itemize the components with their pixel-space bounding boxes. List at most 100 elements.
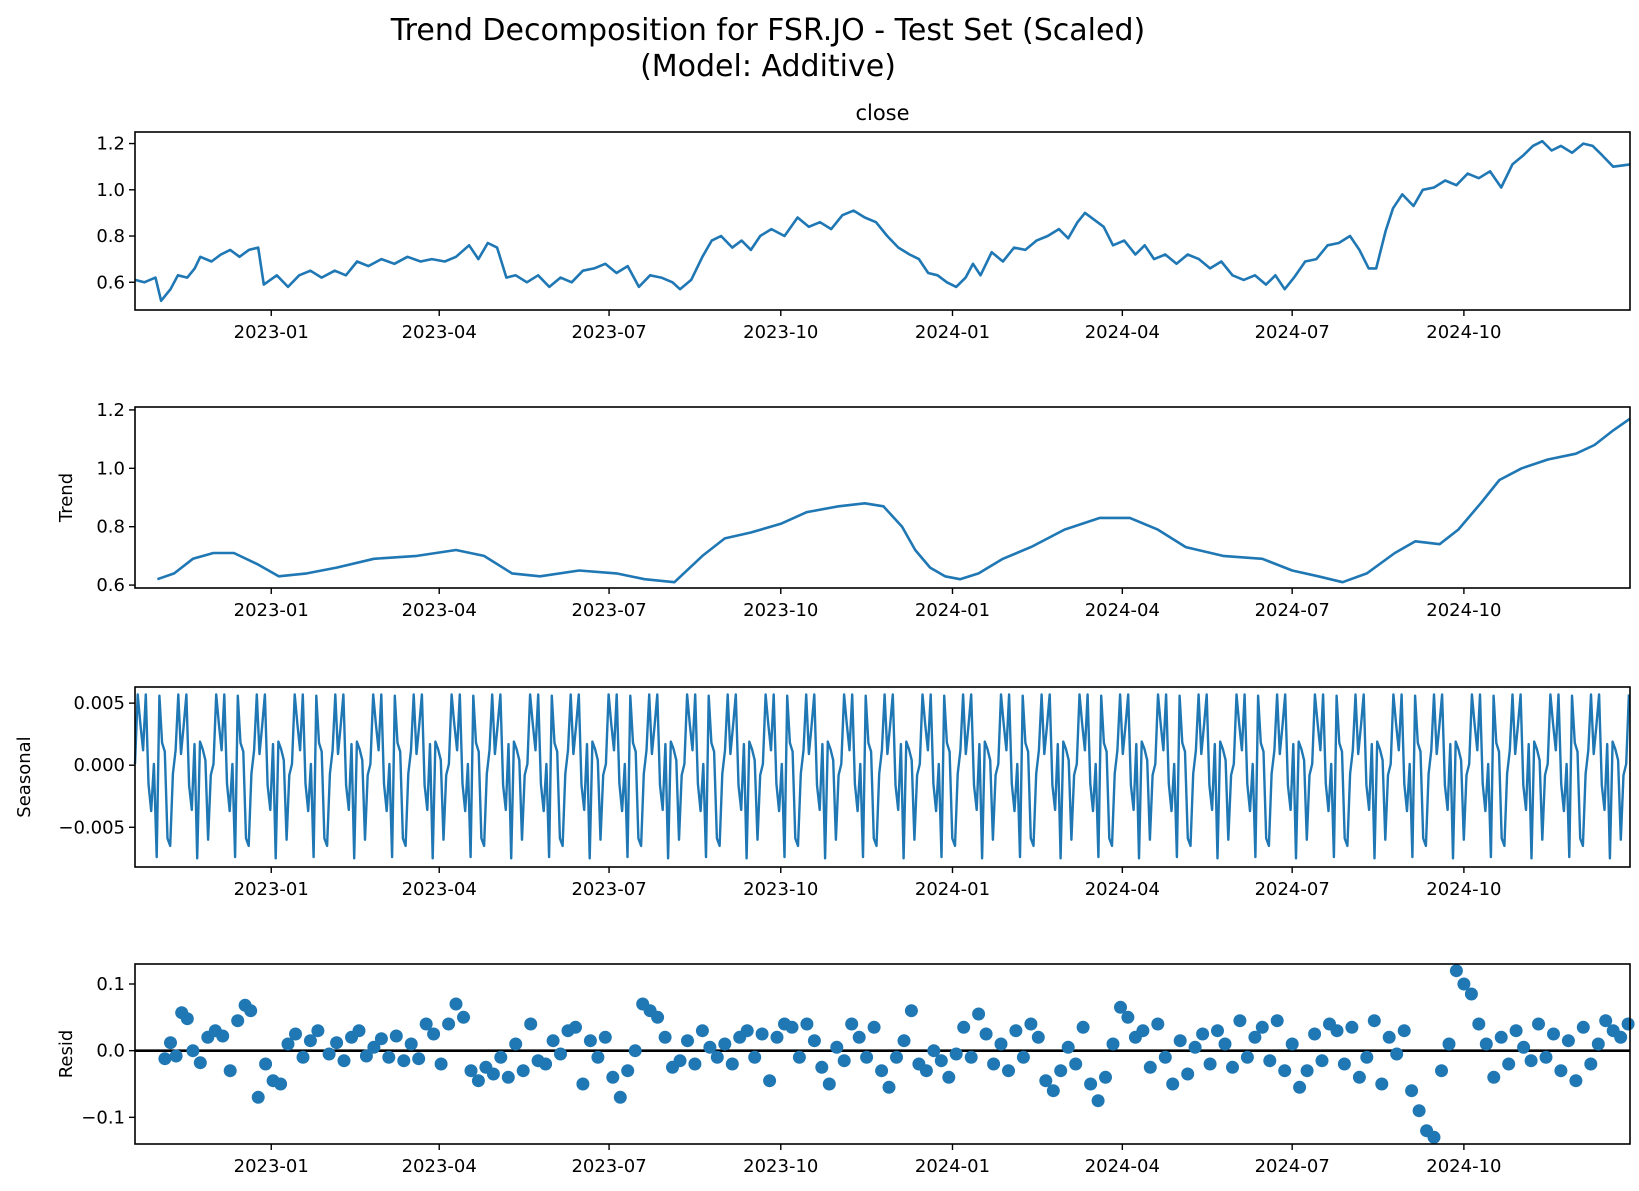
x-tick-label: 2023-10 <box>743 879 818 900</box>
x-tick-label: 2024-07 <box>1255 322 1330 343</box>
resid-point <box>427 1027 441 1041</box>
x-tick-label: 2023-04 <box>402 600 477 621</box>
resid-point <box>1114 1000 1127 1014</box>
resid-point <box>815 1060 829 1074</box>
resid-point <box>1054 1064 1068 1078</box>
resid-point <box>1621 1017 1635 1031</box>
resid-point <box>1024 1017 1038 1031</box>
resid-point <box>486 1067 500 1081</box>
resid-point <box>1412 1104 1426 1118</box>
y-tick-label: −0.005 <box>58 817 125 838</box>
resid-point <box>1435 1064 1448 1078</box>
resid-point <box>621 1064 635 1078</box>
resid-point <box>1240 1050 1254 1064</box>
resid-point <box>763 1074 777 1088</box>
resid-point <box>303 1034 317 1048</box>
resid-point <box>591 1050 605 1064</box>
y-tick-label: 1.2 <box>96 134 125 155</box>
x-tick-label: 2024-10 <box>1426 879 1501 900</box>
y-axis-label: Seasonal <box>14 736 35 817</box>
x-tick-label: 2024-04 <box>1085 600 1160 621</box>
resid-point <box>1039 1074 1053 1088</box>
resid-point <box>158 1052 172 1066</box>
axes-frame <box>134 131 1631 311</box>
x-tick-label: 2023-04 <box>402 1156 477 1177</box>
figure-title-line1: Trend Decomposition for FSR.JO - Test Se… <box>390 13 1145 48</box>
resid-point <box>1151 1017 1165 1031</box>
resid-point <box>457 1010 470 1024</box>
resid-point <box>1494 1030 1508 1044</box>
resid-point <box>972 1007 986 1021</box>
resid-point <box>1584 1057 1598 1071</box>
x-tick-label: 2024-01 <box>915 322 990 343</box>
x-tick-label: 2023-10 <box>743 1156 818 1177</box>
x-tick-label: 2023-07 <box>571 1156 646 1177</box>
resid-point <box>688 1057 702 1071</box>
resid-point <box>718 1037 732 1051</box>
x-tick-label: 2024-01 <box>915 1156 990 1177</box>
resid-point <box>1442 1037 1456 1051</box>
resid-point <box>695 1024 709 1038</box>
resid-point <box>681 1034 694 1048</box>
resid-point <box>1405 1084 1419 1098</box>
resid-point <box>1449 964 1463 978</box>
resid-point <box>1263 1054 1277 1068</box>
x-tick-label: 2023-04 <box>402 879 477 900</box>
resid-point <box>1203 1057 1217 1071</box>
resid-point <box>311 1024 325 1038</box>
resid-point <box>800 1017 814 1031</box>
resid-point <box>1547 1027 1560 1041</box>
resid-point <box>352 1024 366 1038</box>
resid-point <box>755 1027 769 1041</box>
trend-panel: 0.6 0.8 1.0 1.2 2023-01 2023-04 2023-07 2023-10… <box>56 400 1631 621</box>
resid-point <box>949 1047 963 1061</box>
x-tick-label: 2024-07 <box>1255 600 1330 621</box>
resid-point <box>1472 1017 1486 1031</box>
resid-point <box>337 1054 351 1068</box>
subplot-title: close <box>855 101 909 125</box>
resid-point <box>1031 1030 1045 1044</box>
resid-point <box>412 1052 426 1066</box>
resid-point <box>1166 1077 1180 1091</box>
resid-point <box>389 1029 403 1043</box>
resid-point <box>1345 1020 1359 1034</box>
resid-point <box>509 1037 523 1051</box>
resid-point <box>875 1064 889 1078</box>
resid-point <box>1121 1010 1135 1024</box>
resid-point <box>651 1010 665 1024</box>
resid-point <box>822 1077 836 1091</box>
x-tick-label: 2023-10 <box>743 600 818 621</box>
resid-point <box>1061 1040 1075 1054</box>
y-tick-label: 0.6 <box>96 272 125 293</box>
resid-point <box>1390 1047 1404 1061</box>
resid-point <box>1233 1014 1247 1028</box>
y-tick-label: −0.1 <box>81 1107 125 1128</box>
resid-point <box>1226 1060 1239 1074</box>
seasonal-panel: 0.005 0.000 −0.005 2023-01 2023-04 2023-07 202… <box>14 686 1631 900</box>
resid-point <box>449 997 463 1011</box>
resid-point <box>1509 1024 1523 1038</box>
resid-point <box>539 1057 553 1071</box>
x-tick-label: 2023-07 <box>571 322 646 343</box>
resid-point <box>1360 1050 1374 1064</box>
y-axis-label: Trend <box>56 473 77 523</box>
resid-point <box>494 1050 508 1064</box>
resid-point <box>180 1012 194 1026</box>
x-tick-label: 2024-07 <box>1255 879 1330 900</box>
x-tick-label: 2023-01 <box>234 1156 309 1177</box>
resid-point <box>1188 1040 1202 1054</box>
resid-point <box>524 1017 538 1031</box>
resid-panel: 0.1 0.0 −0.1 2023-01 2023-04 2023-07 2023-10 20… <box>56 963 1635 1177</box>
resid-point <box>807 1034 821 1048</box>
x-tick-label: 2023-07 <box>571 879 646 900</box>
resid-point <box>1255 1020 1269 1034</box>
resid-point <box>274 1077 288 1091</box>
resid-point <box>1091 1094 1105 1108</box>
resid-point <box>934 1054 948 1068</box>
resid-point <box>1143 1060 1157 1074</box>
resid-point <box>1397 1024 1411 1038</box>
resid-point <box>710 1050 724 1064</box>
x-tick-label: 2023-07 <box>571 600 646 621</box>
